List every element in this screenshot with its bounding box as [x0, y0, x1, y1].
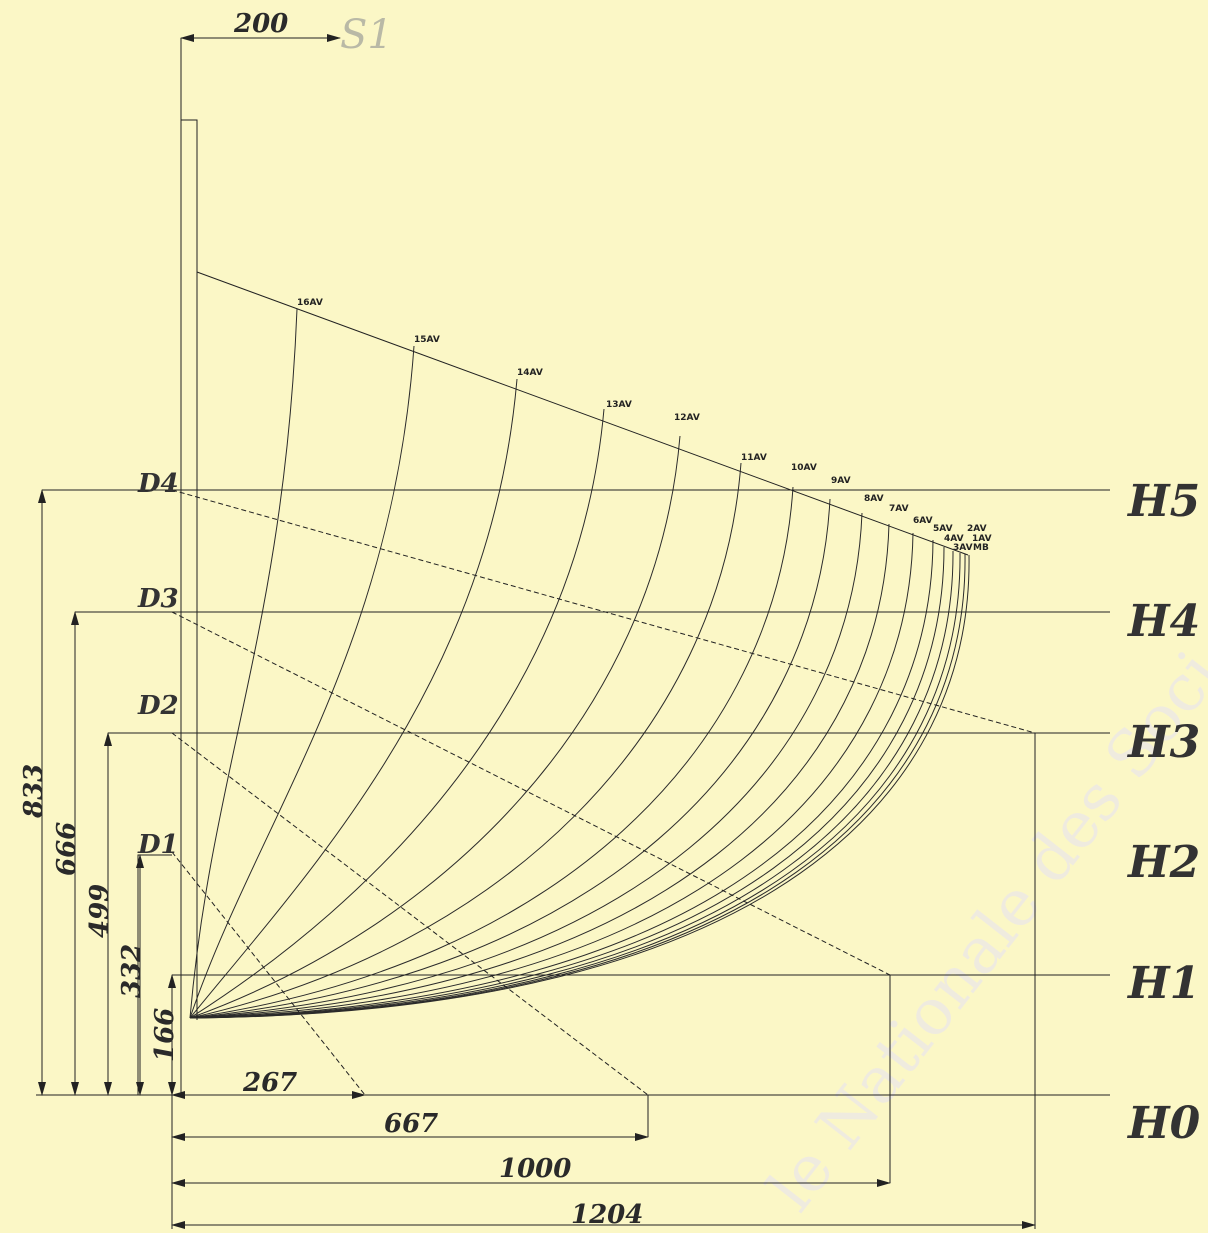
frame-curve [189, 462, 742, 1019]
frame-label: 3AV [953, 543, 973, 553]
s1-dim-label: 200 [233, 9, 288, 39]
frame-label: 15AV [414, 335, 440, 345]
frame-label: 12AV [674, 413, 700, 423]
frame-label: 5AV [933, 524, 953, 534]
horizontal-dim-1204: 1204 [571, 1200, 643, 1229]
waterline-label-h5: H5 [1126, 476, 1200, 527]
vertical-dim-666: 666 [52, 822, 82, 876]
section-label-s1: S1 [340, 12, 393, 58]
stem-post [180, 119, 198, 1095]
waterline-label-h2: H2 [1126, 837, 1200, 888]
frame-curve [189, 498, 831, 1019]
frame-curve [189, 532, 914, 1019]
frame-curve [189, 308, 298, 1019]
frame-label: 1AV [972, 534, 992, 544]
diagonal-label-d1: D1 [137, 830, 179, 860]
vertical-dim-332: 332 [117, 944, 147, 998]
waterline-label-h1: H1 [1126, 958, 1200, 1009]
diagonal-label-d2: D2 [137, 691, 179, 721]
frame-label: 7AV [889, 504, 909, 514]
frame-label: 13AV [606, 400, 632, 410]
waterline-label-h0: H0 [1126, 1098, 1201, 1149]
sheer-line [196, 271, 969, 556]
vertical-dim-833: 833 [19, 764, 49, 819]
frame-curve [189, 512, 863, 1019]
frame-curve [189, 539, 934, 1019]
diagonal-line [171, 489, 1036, 734]
horizontal-dim-267: 267 [242, 1068, 297, 1098]
frame-label: 2AV [967, 524, 987, 534]
frame-label: 8AV [864, 494, 884, 504]
frame-curve [189, 552, 961, 1019]
frame-label: 11AV [741, 453, 767, 463]
waterline-label-h3: H3 [1126, 717, 1200, 768]
diagonal-label-d4: D4 [137, 469, 179, 499]
frame-label: 9AV [831, 476, 851, 486]
frame-curve [189, 486, 794, 1019]
frame-curve [189, 546, 945, 1019]
frame-label: MB [973, 543, 989, 553]
frame-curve [189, 523, 890, 1019]
horizontal-dim-1000: 1000 [499, 1154, 571, 1184]
frame-label: 16AV [297, 298, 323, 308]
construction-lines [36, 119, 1110, 1229]
frame-curve [189, 554, 970, 1019]
vertical-dim-166: 166 [150, 1008, 180, 1062]
horizontal-dim-667: 667 [384, 1109, 438, 1139]
frame-label: 10AV [791, 463, 817, 473]
diagonal-line [171, 611, 891, 976]
frame-curve [189, 435, 681, 1019]
diagonal-label-d3: D3 [137, 584, 179, 614]
frame-curve [189, 550, 954, 1019]
frame-label: 6AV [913, 516, 933, 526]
frame-curves [189, 308, 970, 1019]
frame-curve [189, 345, 415, 1019]
frame-labels: 16AV 15AV 14AV 13AV 12AV 11AV 10AV 9AV 8… [297, 298, 992, 553]
frame-curve [189, 378, 518, 1019]
waterline-label-h4: H4 [1126, 596, 1200, 647]
frame-curve [189, 553, 966, 1019]
frame-label: 14AV [517, 368, 543, 378]
diagonal-line [171, 732, 649, 1096]
diagonal-line [171, 851, 366, 1096]
frame-curve [189, 408, 605, 1019]
frame-label: 4AV [944, 534, 964, 544]
vertical-dim-499: 499 [85, 884, 115, 938]
